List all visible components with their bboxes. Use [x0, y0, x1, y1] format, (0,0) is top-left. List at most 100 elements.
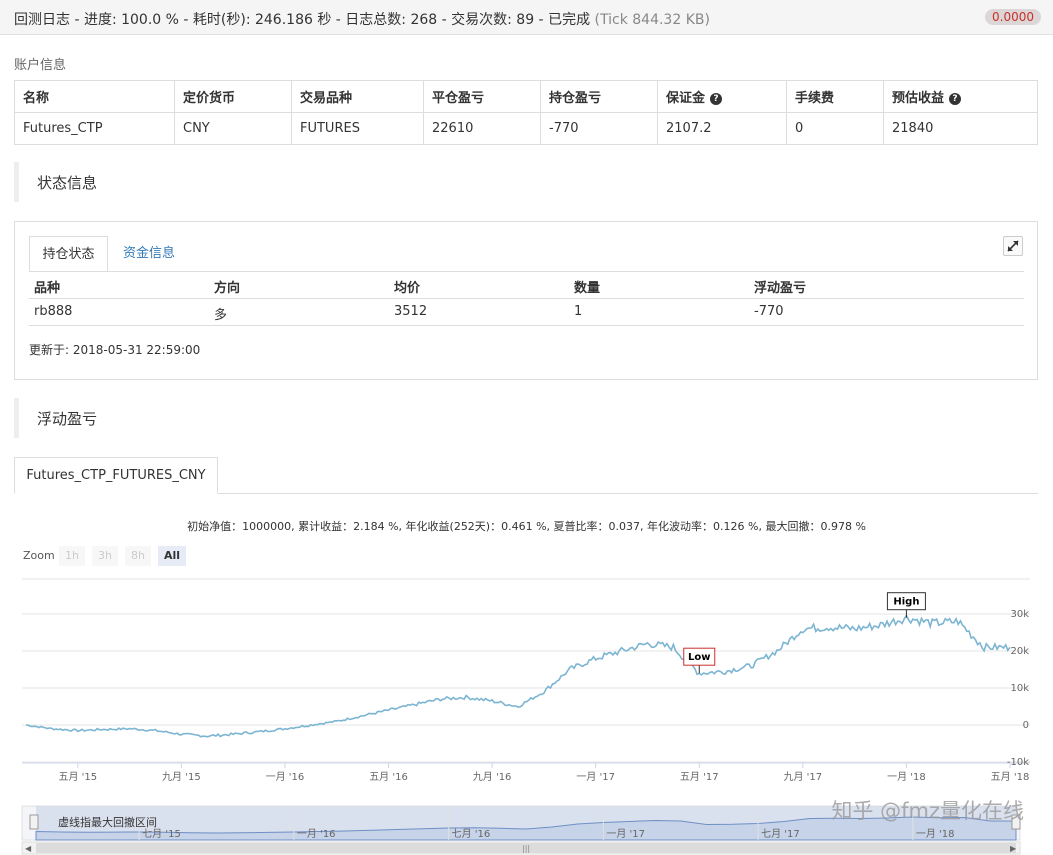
cell-symbol: rb888	[34, 304, 73, 319]
question-circle-icon[interactable]: ?	[710, 93, 723, 105]
x-tick-label: 一月 '16	[266, 771, 305, 783]
account-table: 名称 定价货币 交易品种 平仓盈亏 持仓盈亏 保证金? 手续费 预估收益? Fu…	[14, 80, 1038, 145]
chart-subtitle: 初始净值：1000000, 累计收益：2.184 %, 年化收益(252天)：0…	[187, 520, 866, 533]
col-quantity: 数量	[574, 281, 601, 296]
chart-grid	[22, 578, 1030, 764]
y-tick-label: 0	[1023, 720, 1029, 731]
x-tick-label: 九月 '17	[784, 771, 823, 783]
col-position-pnl: 持仓盈亏	[540, 80, 658, 113]
scroll-right-icon[interactable]: ▶	[1010, 844, 1017, 853]
navigator-tick-label: 七月 '17	[761, 828, 800, 840]
flag-box	[683, 647, 716, 666]
zoom-3h-button[interactable]: 3h	[92, 546, 118, 566]
col-fee: 手续费	[786, 80, 884, 113]
backtest-log-title: 回测日志 - 进度: 100.0 % - 耗时(秒): 246.186 秒 - …	[14, 9, 710, 29]
scroll-left-icon[interactable]: ◀	[25, 844, 32, 853]
watermark: 知乎 @fmz量化在线	[831, 799, 1024, 823]
table-row: rb888 多 3512 1 -770	[29, 299, 1024, 326]
x-tick-label: 一月 '17	[576, 771, 615, 783]
cell-name: Futures_CTP	[14, 112, 175, 145]
positions-table: 品种 方向 均价 数量 浮动盈亏 rb888 多 3512 1 -770	[29, 272, 1024, 326]
navigator-label: 虚线指最大回撤区间	[58, 815, 157, 829]
tab-divider	[29, 271, 1024, 272]
y-tick-label: -10k	[1007, 757, 1029, 768]
backtest-summary: 回测日志 - 进度: 100.0 % - 耗时(秒): 246.186 秒 - …	[14, 12, 591, 28]
low-flag: Low	[683, 647, 716, 674]
flag-label: Low	[688, 652, 710, 663]
zoom-all-button[interactable]: All	[158, 546, 186, 566]
x-tick-label: 九月 '16	[473, 771, 512, 783]
tab-chart-account[interactable]: Futures_CTP_FUTURES_CNY	[14, 457, 218, 494]
y-tick-label: 10k	[1010, 683, 1029, 694]
col-est-profit: 预估收益?	[883, 80, 1038, 113]
navigator-tick-label: 一月 '17	[606, 828, 645, 840]
backtest-log-header[interactable]: 回测日志 - 进度: 100.0 % - 耗时(秒): 246.186 秒 - …	[0, 0, 1053, 35]
cell-avg-price: 3512	[394, 304, 428, 319]
navigator-right-handle[interactable]	[1011, 814, 1021, 830]
chart-annotations: Low High	[683, 592, 926, 674]
navigator-tick-label: 七月 '16	[452, 828, 491, 840]
account-info-label: 账户信息	[14, 58, 67, 73]
cell-fee: 0	[786, 112, 884, 145]
col-symbol: 交易品种	[291, 80, 424, 113]
navigator[interactable]: 七月 '15 一月 '16 七月 '16 一月 '17 七月 '17 一月 '18 虚线指…	[21, 805, 1021, 855]
navigator-left-handle[interactable]	[29, 814, 39, 830]
question-circle-icon[interactable]: ?	[949, 93, 962, 105]
cell-quantity: 1	[574, 304, 583, 319]
tick-size: (Tick 844.32 KB)	[594, 12, 710, 28]
zoom-1h-button[interactable]: 1h	[59, 546, 85, 566]
scrollbar-thumb[interactable]	[36, 843, 1016, 853]
zoom-label: Zoom	[23, 549, 55, 562]
expand-button[interactable]	[1003, 236, 1023, 256]
tab-funds[interactable]: 资金信息	[122, 246, 175, 261]
col-symbol: 品种	[34, 281, 61, 296]
cell-position-pnl: -770	[540, 112, 658, 145]
status-panel: 持仓状态 资金信息 品种 方向 均价 数量 浮动盈亏 rb888 多 3512 …	[14, 221, 1038, 380]
cell-symbol: FUTURES	[291, 112, 424, 145]
scrollbar-grip-icon[interactable]: |||	[522, 844, 530, 853]
margin-label: 保证金	[666, 91, 706, 106]
navigator-series	[35, 816, 1017, 841]
est-profit-label: 预估收益	[892, 91, 945, 106]
tab-positions[interactable]: 持仓状态	[29, 236, 108, 272]
col-direction: 方向	[214, 281, 241, 296]
navigator-axis: 七月 '15 一月 '16 七月 '16 一月 '17 七月 '17 一月 '18	[138, 806, 955, 840]
x-tick-label: 五月 '15	[58, 771, 97, 783]
cell-currency: CNY	[174, 112, 292, 145]
series-line	[25, 614, 1011, 738]
float-section-title: 浮动盈亏	[37, 410, 98, 428]
cell-est-profit: 21840	[883, 112, 1038, 145]
x-axis: 五月 '15 九月 '15 一月 '16 五月 '16 九月 '16 一月 '17 五月 '…	[58, 763, 1029, 783]
status-section-title: 状态信息	[37, 174, 98, 192]
cell-margin: 2107.2	[657, 112, 787, 145]
updated-time: 更新于: 2018-05-31 22:59:00	[29, 343, 201, 357]
navigator-tick-label: 一月 '16	[297, 828, 336, 840]
pnl-chart[interactable]: 30k 20k 10k 0 -10k 五月 '15 九月 '15 一月 '16 五月 '16 九…	[0, 565, 1053, 855]
x-tick-label: 五月 '16	[369, 771, 408, 783]
cell-float-pnl: -770	[754, 304, 784, 319]
navigator-tick-label: 一月 '18	[916, 828, 955, 840]
x-tick-label: 一月 '18	[887, 771, 926, 783]
float-section-header: 浮动盈亏	[14, 398, 1043, 438]
cell-direction: 多	[214, 308, 228, 323]
x-tick-label: 九月 '15	[162, 771, 201, 783]
chart-tab-divider	[14, 493, 1038, 494]
col-avg-price: 均价	[394, 281, 421, 296]
y-axis: 30k 20k 10k 0 -10k	[1007, 609, 1029, 768]
col-closed-pnl: 平仓盈亏	[423, 80, 541, 113]
x-tick-label: 五月 '18	[991, 771, 1030, 783]
high-flag: High	[886, 592, 926, 618]
x-tick-label: 五月 '17	[680, 771, 719, 783]
navigator-tick-label: 七月 '15	[142, 828, 181, 840]
positions-header: 品种 方向 均价 数量 浮动盈亏	[29, 272, 1024, 299]
expand-icon	[1007, 240, 1019, 252]
col-name: 名称	[14, 80, 175, 113]
cell-closed-pnl: 22610	[423, 112, 541, 145]
flag-label: High	[893, 597, 919, 608]
col-margin: 保证金?	[657, 80, 787, 113]
account-table-header: 名称 定价货币 交易品种 平仓盈亏 持仓盈亏 保证金? 手续费 预估收益?	[14, 80, 1038, 113]
flag-box	[886, 592, 926, 611]
y-tick-label: 20k	[1010, 646, 1029, 657]
zoom-8h-button[interactable]: 8h	[125, 546, 151, 566]
col-currency: 定价货币	[174, 80, 292, 113]
